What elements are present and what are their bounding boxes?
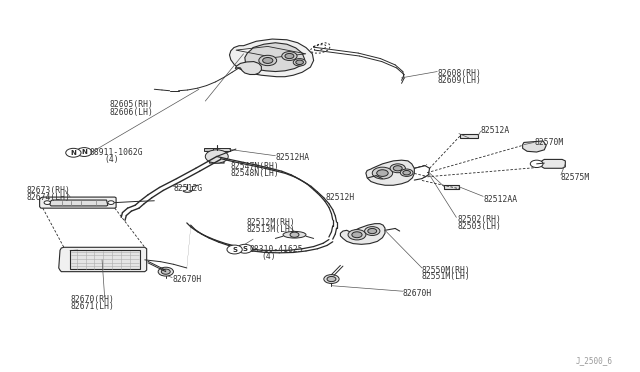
Circle shape	[394, 166, 402, 171]
Circle shape	[227, 245, 243, 254]
Text: 82502(RH): 82502(RH)	[457, 215, 501, 224]
Circle shape	[400, 169, 413, 176]
Polygon shape	[59, 247, 147, 272]
Text: 82606(LH): 82606(LH)	[109, 108, 154, 117]
Text: 82673(RH): 82673(RH)	[27, 186, 71, 195]
Polygon shape	[366, 160, 414, 185]
Circle shape	[390, 164, 405, 173]
Circle shape	[282, 52, 297, 61]
Polygon shape	[460, 134, 478, 138]
Text: 82609(LH): 82609(LH)	[438, 76, 482, 84]
Polygon shape	[236, 62, 261, 74]
Text: 82551M(LH): 82551M(LH)	[422, 272, 470, 281]
Text: 82670(RH): 82670(RH)	[70, 295, 114, 304]
Text: N: N	[81, 149, 87, 155]
Text: (4): (4)	[104, 155, 119, 164]
Circle shape	[262, 58, 273, 63]
Text: N: N	[70, 150, 76, 156]
Circle shape	[352, 232, 362, 238]
Circle shape	[324, 275, 339, 283]
Text: 82503(LH): 82503(LH)	[457, 222, 501, 231]
Text: 82674(LH): 82674(LH)	[27, 193, 71, 202]
Circle shape	[327, 276, 336, 282]
Polygon shape	[541, 160, 565, 168]
Polygon shape	[245, 43, 305, 71]
Polygon shape	[70, 250, 140, 269]
Text: 82671(LH): 82671(LH)	[70, 302, 114, 311]
Text: 08911-1062G: 08911-1062G	[90, 148, 143, 157]
Text: 82670H: 82670H	[403, 289, 432, 298]
Text: 82605(RH): 82605(RH)	[109, 100, 154, 109]
Text: 82550M(RH): 82550M(RH)	[422, 266, 470, 275]
Polygon shape	[523, 141, 546, 152]
Polygon shape	[40, 197, 116, 208]
Circle shape	[259, 55, 276, 65]
Text: (4): (4)	[261, 251, 276, 261]
Circle shape	[293, 59, 306, 66]
Polygon shape	[209, 157, 225, 163]
Circle shape	[77, 148, 92, 157]
Polygon shape	[230, 39, 314, 77]
Circle shape	[44, 201, 51, 205]
Text: 82512HA: 82512HA	[275, 153, 310, 162]
Text: S: S	[243, 246, 247, 252]
Polygon shape	[444, 185, 459, 189]
Text: 82548N(LH): 82548N(LH)	[231, 169, 280, 178]
Circle shape	[237, 244, 252, 253]
Circle shape	[161, 269, 170, 274]
Circle shape	[205, 150, 228, 163]
Circle shape	[403, 170, 410, 175]
Text: 82512A: 82512A	[481, 126, 510, 135]
Text: 82575M: 82575M	[561, 173, 590, 182]
Text: 82512M(RH): 82512M(RH)	[246, 218, 296, 227]
Circle shape	[296, 60, 303, 64]
Polygon shape	[213, 148, 230, 151]
Text: 82512G: 82512G	[173, 185, 203, 193]
Text: 82608(RH): 82608(RH)	[438, 69, 482, 78]
Circle shape	[348, 230, 366, 240]
Text: J_2500_6: J_2500_6	[576, 356, 613, 365]
Ellipse shape	[283, 231, 306, 238]
Circle shape	[66, 148, 81, 157]
Circle shape	[372, 167, 393, 179]
Circle shape	[290, 232, 299, 237]
Text: S: S	[232, 247, 237, 253]
Text: 08310-41625: 08310-41625	[250, 245, 303, 254]
Text: 82513M(LH): 82513M(LH)	[246, 225, 296, 234]
Polygon shape	[50, 200, 108, 206]
Circle shape	[368, 228, 377, 234]
Text: 82512AA: 82512AA	[483, 195, 517, 204]
Polygon shape	[340, 224, 385, 244]
Circle shape	[531, 160, 543, 167]
Polygon shape	[204, 148, 213, 151]
Text: 82547N(RH): 82547N(RH)	[231, 162, 280, 171]
Circle shape	[377, 170, 388, 176]
Circle shape	[108, 201, 114, 205]
Circle shape	[365, 227, 380, 235]
Text: 82570M: 82570M	[534, 138, 563, 147]
Circle shape	[158, 267, 173, 276]
Circle shape	[285, 54, 294, 59]
Text: 82670H: 82670H	[172, 275, 202, 283]
Text: 82512H: 82512H	[325, 193, 355, 202]
